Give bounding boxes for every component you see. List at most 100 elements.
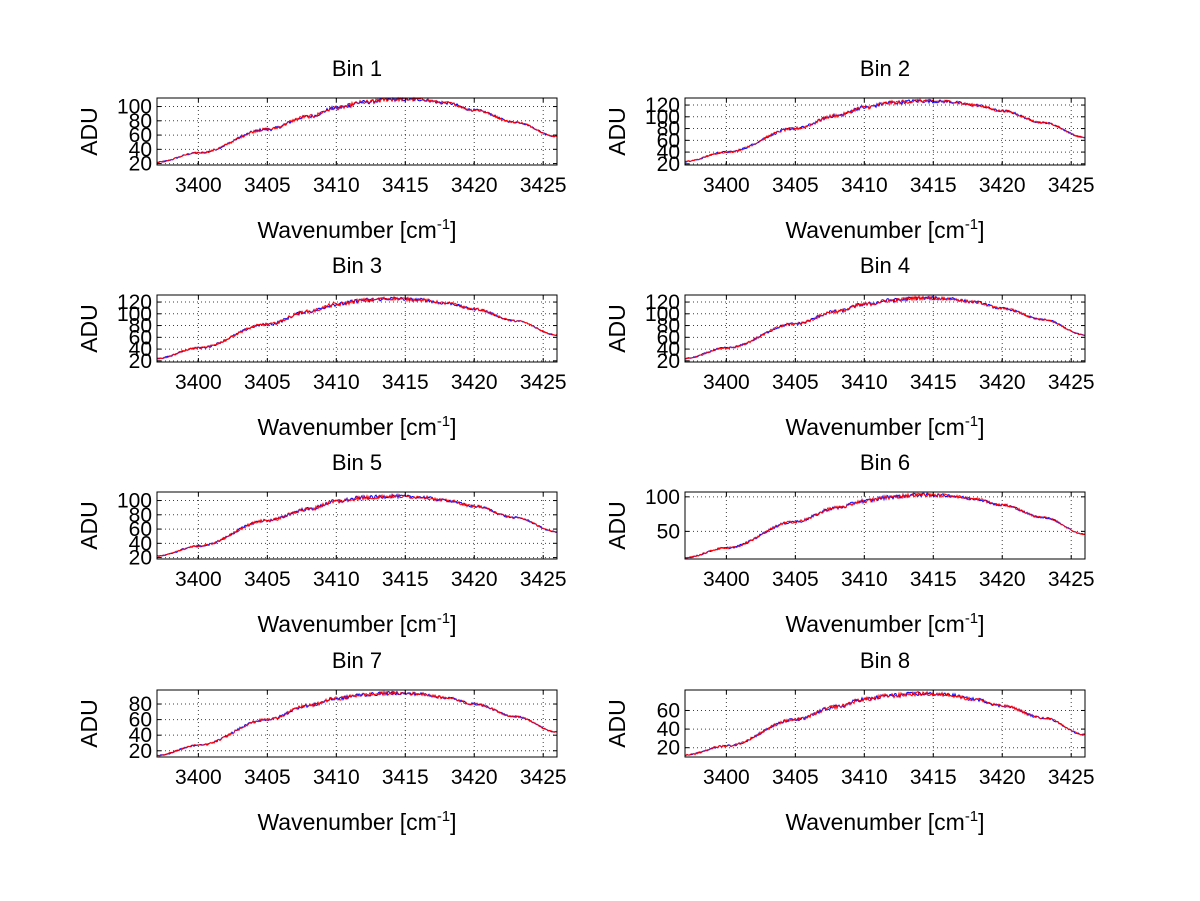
x-tick-label: 3420 [979, 568, 1026, 591]
y-tick-label: 60 [129, 124, 152, 147]
x-axis-label-superscript: -1 [965, 216, 978, 233]
y-axis-label: ADU [76, 699, 102, 748]
y-tick-label: 80 [129, 693, 152, 716]
chart-title: Bin 7 [332, 648, 382, 673]
chart-title: Bin 5 [332, 450, 382, 475]
chart-title: Bin 4 [860, 253, 910, 278]
y-tick-label: 100 [117, 96, 152, 119]
x-tick-label: 3420 [451, 174, 498, 197]
axes-frame [156, 294, 558, 363]
y-tick-label: 40 [129, 338, 152, 361]
series-line-2 [156, 492, 558, 558]
x-tick-label: 3410 [841, 766, 888, 789]
x-tick-label: 3420 [979, 371, 1026, 394]
y-tick-label: 100 [117, 303, 152, 326]
x-tick-label: 3420 [451, 568, 498, 591]
x-tick-label: 3415 [382, 766, 429, 789]
x-tick-label: 3405 [772, 371, 819, 394]
x-axis-label: Wavenumber [cm-1] [257, 808, 456, 835]
x-axis-label-main: Wavenumber [cm [257, 809, 436, 835]
x-tick-label: 3425 [1048, 766, 1095, 789]
x-tick-label: 3410 [841, 568, 888, 591]
x-tick-label: 3400 [175, 371, 222, 394]
y-tick-label: 80 [129, 110, 152, 133]
x-axis-label-main: Wavenumber [cm [257, 611, 436, 637]
y-tick-label: 60 [129, 709, 152, 732]
y-tick-label: 80 [657, 118, 680, 141]
y-tick-label: 40 [129, 138, 152, 161]
axes-box [156, 294, 558, 363]
y-axis-label: ADU [604, 699, 630, 748]
x-axis-label-bracket: ] [450, 217, 456, 243]
y-tick-label: 120 [645, 291, 680, 314]
y-tick-label: 20 [657, 350, 680, 373]
x-axis-label-superscript: -1 [437, 216, 450, 233]
y-tick-label: 50 [657, 520, 680, 543]
x-axis-label-superscript: -1 [965, 610, 978, 627]
y-tick-label: 40 [657, 141, 680, 164]
axes-box [156, 97, 558, 166]
series-line-2 [156, 295, 558, 360]
y-axis-label: ADU [604, 501, 630, 550]
y-tick-label: 20 [129, 740, 152, 763]
y-tick-label: 120 [117, 291, 152, 314]
x-tick-label: 3410 [313, 371, 360, 394]
x-axis-label-superscript: -1 [437, 413, 450, 430]
y-tick-label: 20 [129, 547, 152, 570]
axes-box [156, 491, 558, 560]
axes-frame [156, 97, 558, 166]
x-axis-label-main: Wavenumber [cm [257, 217, 436, 243]
y-tick-label: 20 [657, 153, 680, 176]
x-axis-label-superscript: -1 [437, 808, 450, 825]
y-tick-label: 60 [657, 129, 680, 152]
x-axis-label: Wavenumber [cm-1] [257, 413, 456, 440]
x-axis-label-superscript: -1 [437, 610, 450, 627]
series-line-2 [156, 690, 558, 757]
x-tick-label: 3405 [772, 766, 819, 789]
series-line-2 [156, 96, 558, 164]
series-line-2 [684, 98, 1086, 163]
y-tick-label: 40 [657, 338, 680, 361]
series-line-2 [684, 492, 1086, 559]
x-axis-label-superscript: -1 [965, 413, 978, 430]
x-tick-label: 3425 [520, 174, 567, 197]
y-axis-label: ADU [604, 107, 630, 156]
axes-box [684, 97, 1086, 166]
y-tick-label: 40 [657, 718, 680, 741]
x-tick-label: 3420 [451, 766, 498, 789]
y-tick-label: 60 [657, 326, 680, 349]
chart-title: Bin 3 [332, 253, 382, 278]
axes-frame [684, 689, 1086, 758]
x-axis-label-main: Wavenumber [cm [785, 217, 964, 243]
x-axis-label-bracket: ] [978, 611, 984, 637]
x-tick-label: 3420 [979, 766, 1026, 789]
x-tick-label: 3400 [703, 568, 750, 591]
x-tick-label: 3405 [244, 371, 291, 394]
x-axis-label-main: Wavenumber [cm [257, 414, 436, 440]
x-tick-label: 3425 [520, 568, 567, 591]
x-axis-label: Wavenumber [cm-1] [785, 413, 984, 440]
x-tick-label: 3420 [979, 174, 1026, 197]
y-tick-label: 80 [657, 315, 680, 338]
y-tick-label: 120 [645, 94, 680, 117]
x-axis-label-bracket: ] [978, 809, 984, 835]
y-tick-label: 20 [129, 153, 152, 176]
x-tick-label: 3425 [1048, 174, 1095, 197]
series-line-1 [684, 98, 1086, 163]
x-tick-label: 3415 [382, 174, 429, 197]
y-tick-label: 20 [657, 737, 680, 760]
x-axis-label-main: Wavenumber [cm [785, 809, 964, 835]
axes-box [684, 491, 1086, 560]
y-tick-label: 20 [129, 350, 152, 373]
x-tick-label: 3415 [382, 371, 429, 394]
x-axis-label-main: Wavenumber [cm [785, 414, 964, 440]
x-axis-label-bracket: ] [978, 217, 984, 243]
y-tick-label: 80 [129, 315, 152, 338]
x-tick-label: 3415 [382, 568, 429, 591]
x-tick-label: 3410 [313, 766, 360, 789]
x-tick-label: 3425 [1048, 568, 1095, 591]
y-tick-label: 60 [657, 699, 680, 722]
